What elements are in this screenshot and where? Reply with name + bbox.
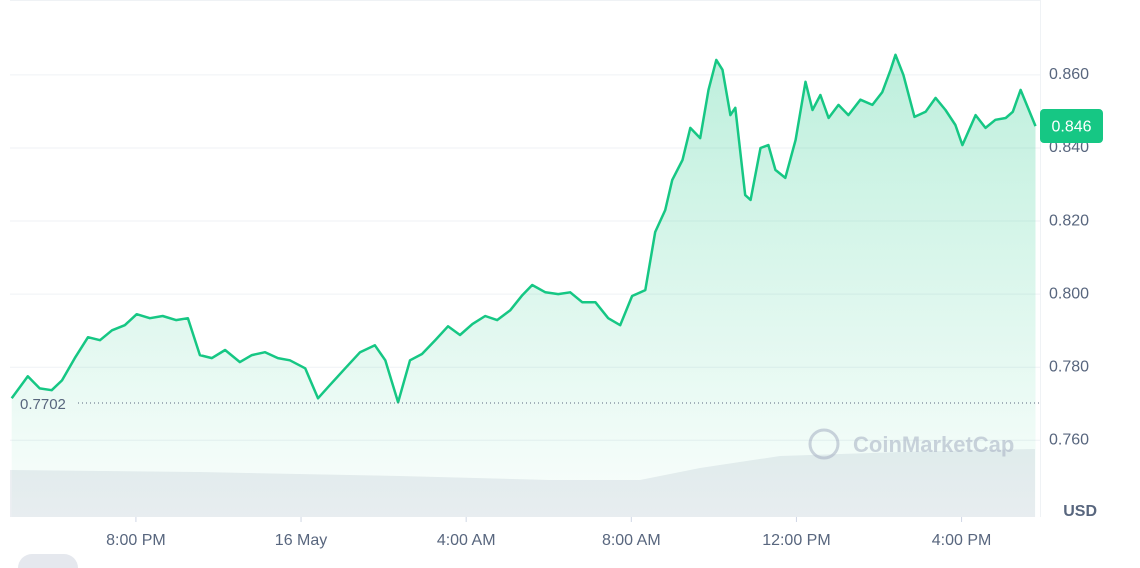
y-tick-label: 0.760 <box>1049 431 1089 448</box>
y-tick-label: 0.780 <box>1049 358 1089 375</box>
x-tick-label: 16 May <box>275 532 327 549</box>
price-badge-label: 0.846 <box>1051 118 1091 135</box>
y-tick-label: 0.820 <box>1049 212 1089 229</box>
x-tick-label: 8:00 PM <box>106 532 166 549</box>
x-tick-label: 12:00 PM <box>762 532 830 549</box>
y-tick-label: 0.860 <box>1049 66 1089 83</box>
overlay-pill[interactable] <box>18 554 78 568</box>
x-tick-label: 4:00 AM <box>437 532 496 549</box>
grid: 0.760 0.780 0.800 0.820 0.840 0.860 8:00 PM 16 … <box>10 66 1089 549</box>
plot: 0.7702 0.846 <box>10 53 1103 518</box>
min-label: 0.7702 <box>20 396 66 413</box>
price-line <box>10 53 1037 404</box>
area-fill <box>11 54 1036 518</box>
y-tick-label: 0.800 <box>1049 285 1089 302</box>
x-tick-label: 4:00 PM <box>932 532 992 549</box>
watermark-logo <box>808 428 840 460</box>
y-tick-label: 0.840 <box>1049 139 1089 156</box>
watermark-text: CoinMarketCap <box>853 432 1014 457</box>
y-axis-label: USD <box>1063 503 1097 520</box>
price-badge <box>1040 109 1103 144</box>
x-tick-label: 8:00 AM <box>602 532 661 549</box>
watermark: CoinMarketCap <box>808 428 1014 460</box>
